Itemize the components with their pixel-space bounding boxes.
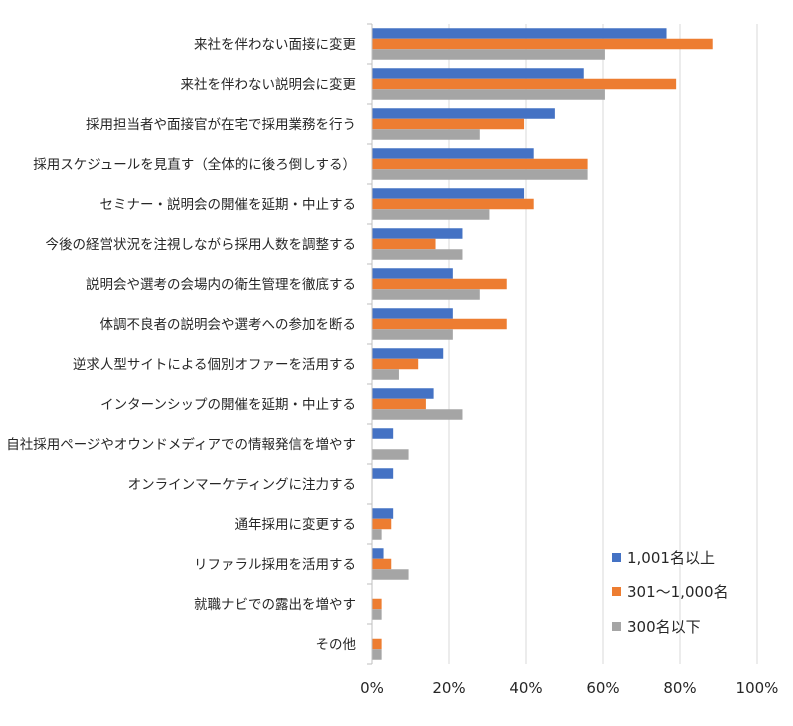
- legend-label: 301〜1,000名: [627, 583, 729, 601]
- bar-2-9: [372, 358, 419, 370]
- category-label: リファラル採用を活用する: [194, 557, 356, 573]
- legend-swatch: [612, 587, 621, 596]
- bar-2-5: [372, 198, 534, 210]
- x-tick-label: 0%: [360, 679, 384, 697]
- category-label: 来社を伴わない説明会に変更: [181, 76, 357, 93]
- bar-2-16: [372, 638, 382, 650]
- category-label: 通年採用に変更する: [235, 516, 357, 533]
- bar-1-2: [372, 68, 584, 79]
- bar-1-6: [372, 228, 463, 239]
- bar-2-4: [372, 158, 588, 170]
- bar-3-4: [372, 169, 588, 180]
- axes: [367, 23, 373, 665]
- category-label: 採用担当者や面接官が在宅で採用業務を行う: [86, 116, 356, 133]
- bar-3-11: [372, 449, 409, 460]
- x-tick-label: 60%: [586, 679, 619, 697]
- bars: [372, 28, 713, 660]
- x-tick-label: 100%: [736, 679, 779, 697]
- bar-3-3: [372, 129, 480, 140]
- bar-3-7: [372, 289, 480, 300]
- legend-label: 1,001名以上: [627, 549, 715, 567]
- bar-1-11: [372, 428, 394, 439]
- x-tick-label: 40%: [509, 679, 542, 697]
- bar-3-9: [372, 369, 399, 380]
- bar-2-3: [372, 118, 525, 130]
- bar-3-15: [372, 609, 382, 620]
- bar-3-5: [372, 209, 490, 220]
- category-label: 自社採用ページやオウンドメディアでの情報発信を増やす: [6, 436, 356, 453]
- category-label: 逆求人型サイトによる個別オファーを活用する: [73, 357, 356, 373]
- bar-1-14: [372, 548, 384, 559]
- category-label: インターンシップの開催を延期・中止する: [100, 397, 356, 413]
- category-label: 体調不良者の説明会や選考への参加を断る: [100, 316, 357, 333]
- category-labels: 来社を伴わない面接に変更来社を伴わない説明会に変更採用担当者や面接官が在宅で採用…: [6, 36, 356, 653]
- gridlines: [448, 24, 758, 664]
- bar-3-8: [372, 329, 453, 340]
- category-label: 就職ナビでの露出を増やす: [194, 597, 356, 613]
- bar-3-10: [372, 409, 463, 420]
- bar-1-9: [372, 348, 444, 359]
- bar-3-2: [372, 89, 605, 100]
- bar-1-1: [372, 28, 667, 39]
- bar-1-8: [372, 308, 453, 319]
- bar-3-14: [372, 569, 409, 580]
- bar-2-14: [372, 558, 392, 570]
- bar-1-10: [372, 388, 434, 399]
- bar-2-2: [372, 78, 677, 90]
- bar-2-7: [372, 278, 507, 290]
- bar-1-13: [372, 508, 394, 519]
- bar-2-15: [372, 598, 382, 610]
- bar-1-5: [372, 188, 525, 199]
- bar-3-1: [372, 49, 605, 60]
- bar-3-16: [372, 649, 382, 660]
- x-tick-label: 80%: [663, 679, 696, 697]
- category-label: 採用スケジュールを見直す（全体的に後ろ倒しする）: [33, 156, 356, 173]
- bar-3-6: [372, 249, 463, 260]
- bar-2-10: [372, 398, 426, 410]
- legend-swatch: [612, 553, 621, 562]
- category-label: セミナー・説明会の開催を延期・中止する: [100, 197, 357, 213]
- bar-1-12: [372, 468, 394, 479]
- bar-2-1: [372, 38, 713, 50]
- bar-1-3: [372, 108, 555, 119]
- bar-1-4: [372, 148, 534, 159]
- legend: 1,001名以上 301〜1,000名 300名以下: [612, 549, 729, 636]
- bar-1-7: [372, 268, 453, 279]
- category-label: オンラインマーケティングに注力する: [128, 477, 356, 493]
- bar-3-13: [372, 529, 382, 540]
- category-label: その他: [316, 637, 357, 653]
- category-label: 今後の経営状況を注視しながら採用人数を調整する: [46, 237, 357, 253]
- bar-2-13: [372, 518, 392, 530]
- bar-2-8: [372, 318, 507, 330]
- bar-2-6: [372, 238, 436, 250]
- legend-swatch: [612, 622, 621, 631]
- x-tick-labels: 0% 20% 40% 60% 80% 100%: [360, 679, 778, 697]
- category-label: 説明会や選考の会場内の衛生管理を徹底する: [86, 277, 356, 293]
- category-label: 来社を伴わない面接に変更: [194, 36, 356, 53]
- x-tick-label: 20%: [432, 679, 465, 697]
- legend-label: 300名以下: [627, 618, 701, 636]
